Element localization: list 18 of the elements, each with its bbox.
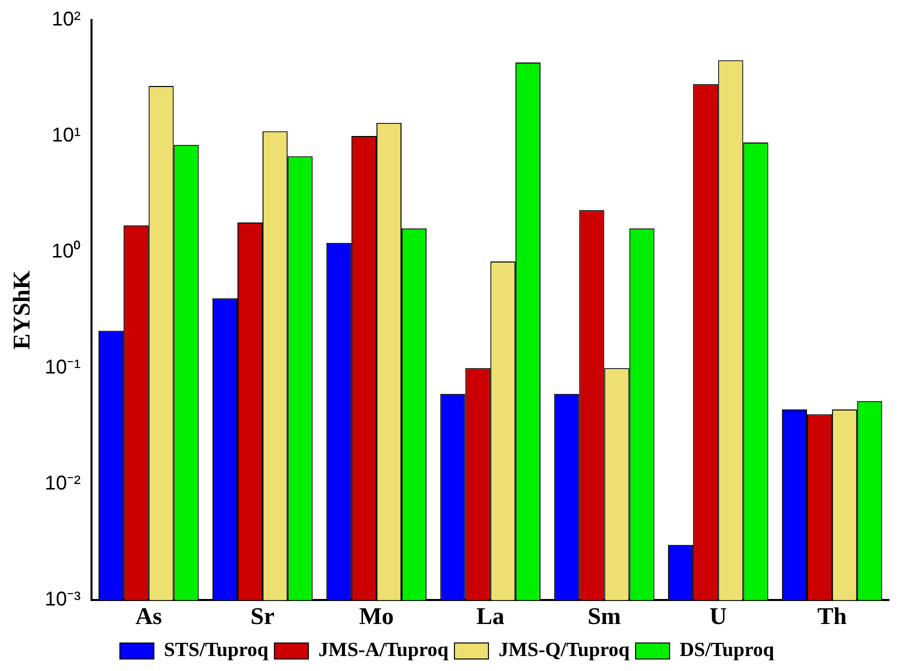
legend-label: JMS-Q/Tuproq <box>498 639 630 662</box>
x-tick-label: Th <box>817 604 847 630</box>
x-tick-label: Mo <box>359 604 394 630</box>
y-tick-label: 10² <box>52 8 82 31</box>
x-tick-label: La <box>476 604 504 630</box>
y-tick-label: 10¹ <box>52 124 82 147</box>
x-tick-label: As <box>135 604 162 630</box>
x-tick-label: Sm <box>588 604 621 630</box>
x-tick-label: Sr <box>250 604 275 630</box>
y-tick-label: 10⁰ <box>51 240 81 263</box>
x-tick-label: U <box>709 604 727 630</box>
legend-label: DS/Tuproq <box>680 639 774 662</box>
y-tick-label: 10⁻³ <box>44 588 82 611</box>
y-tick-label: 10⁻² <box>44 472 82 495</box>
y-axis-title: EYShK <box>10 270 36 350</box>
legend-label: STS/Tuproq <box>164 639 268 662</box>
legend-label: JMS-A/Tuproq <box>318 639 448 662</box>
y-tick-label: 10⁻¹ <box>44 356 82 379</box>
